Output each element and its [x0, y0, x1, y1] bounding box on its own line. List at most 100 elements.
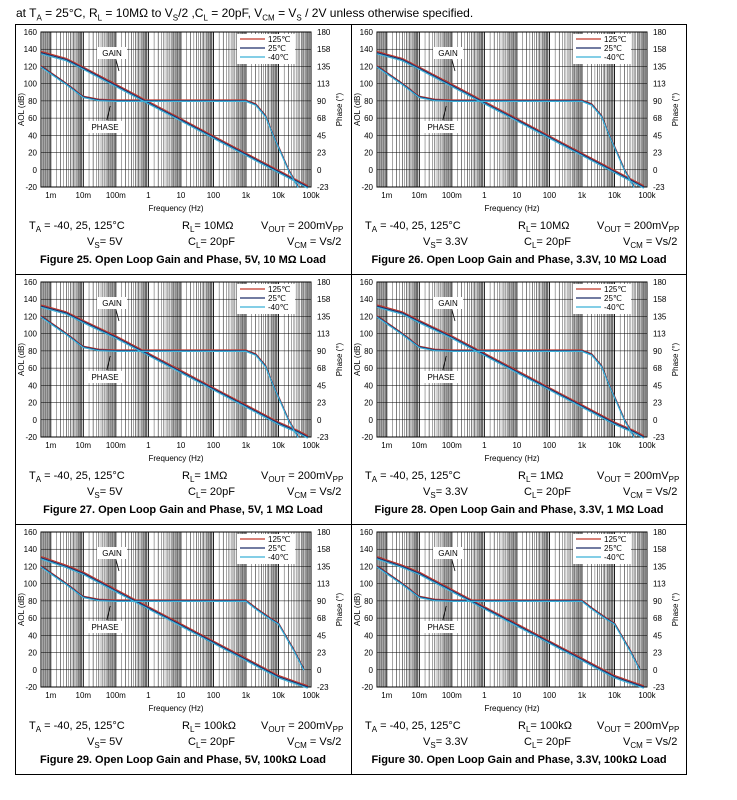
gain-curve	[40, 556, 308, 687]
x-tick-label: 10k	[608, 441, 622, 450]
y-tick-label: 160	[360, 528, 374, 537]
x-tick-label: 10k	[272, 691, 286, 700]
vs-condition: VS= 3.3V	[423, 486, 468, 501]
ta-condition: TA = -40, 25, 125°C	[29, 470, 125, 485]
y2-tick-label: 90	[317, 597, 326, 606]
y2-tick-label: 68	[317, 114, 326, 123]
x-axis-title: Frequency (Hz)	[148, 704, 203, 713]
phase-annotation: PHASE	[91, 623, 118, 632]
x-tick-label: 10k	[272, 191, 286, 200]
y-tick-label: -20	[25, 683, 37, 692]
y2-tick-label: 23	[653, 149, 662, 158]
y2-tick-label: 180	[317, 278, 331, 287]
cl-condition: CL= 20pF	[524, 736, 571, 751]
y2-tick-label: 180	[653, 28, 667, 37]
rl-condition: RL= 100kΩ	[518, 720, 572, 735]
y-tick-label: -20	[25, 433, 37, 442]
phase-annotation: PHASE	[427, 373, 454, 382]
y2-tick-label: 113	[317, 80, 330, 89]
y2-tick-label: 45	[653, 631, 662, 640]
y2-tick-label: 158	[653, 545, 667, 554]
x-tick-label: 100k	[302, 191, 320, 200]
y-tick-label: 60	[364, 364, 373, 373]
rl-condition: RL= 1MΩ	[182, 470, 228, 485]
y-tick-label: 60	[28, 114, 37, 123]
y2-tick-label: 113	[653, 580, 666, 589]
x-tick-label: 1	[482, 191, 487, 200]
y2-tick-label: 0	[653, 166, 658, 175]
y-tick-label: 120	[24, 62, 38, 71]
x-tick-label: 10k	[272, 441, 286, 450]
cl-condition: CL= 20pF	[188, 486, 235, 501]
y2-tick-label: 135	[317, 62, 331, 71]
y2-tick-label: 158	[653, 295, 667, 304]
y-tick-label: 140	[24, 545, 38, 554]
x-axis-title: Frequency (Hz)	[484, 454, 539, 463]
figure-caption: Figure 28. Open Loop Gain and Phase, 3.3…	[374, 504, 664, 516]
y-tick-label: 160	[24, 28, 38, 37]
ta-condition: TA = -40, 25, 125°C	[365, 220, 461, 235]
x-tick-label: 1k	[242, 191, 251, 200]
y-tick-label: -20	[361, 433, 373, 442]
y-tick-label: 160	[360, 28, 374, 37]
y-tick-label: 40	[364, 131, 373, 140]
phase-curve	[40, 66, 299, 188]
y-tick-label: 140	[360, 545, 374, 554]
y2-tick-label: 90	[653, 347, 662, 356]
y2-axis-title: Phase (°)	[671, 592, 680, 626]
figure-panel: 160 140 120 100 80 60 40 20 0 -20 180 158 135 113 90 68…	[351, 274, 687, 524]
y-tick-label: 60	[364, 614, 373, 623]
x-tick-label: 100	[543, 441, 557, 450]
x-tick-label: 10	[512, 191, 521, 200]
x-tick-label: 1	[482, 691, 487, 700]
figure-caption: Figure 30. Open Loop Gain and Phase, 3.3…	[371, 754, 667, 766]
cl-condition: CL= 20pF	[188, 736, 235, 751]
gain-arrow	[451, 309, 456, 322]
y2-tick-label: 113	[317, 580, 330, 589]
gain-annotation: GAIN	[438, 49, 458, 58]
y2-tick-label: 45	[317, 131, 326, 140]
vout-condition: VOUT = 200mVPP	[597, 220, 680, 235]
vout-condition: VOUT = 200mVPP	[261, 470, 344, 485]
y-tick-label: 80	[364, 347, 373, 356]
phase-arrow	[106, 355, 111, 371]
y2-tick-label: 158	[317, 295, 331, 304]
y-tick-label: 140	[360, 45, 374, 54]
legend-label: 125℃	[604, 535, 626, 544]
vcm-condition: VCM = Vs/2	[623, 236, 678, 251]
vs-condition: VS= 3.3V	[423, 736, 468, 751]
y-tick-label: 40	[28, 631, 37, 640]
y-tick-label: 140	[24, 45, 38, 54]
legend-label: -40℃	[604, 303, 625, 312]
y2-tick-label: 68	[317, 364, 326, 373]
y2-tick-label: 135	[653, 312, 667, 321]
x-tick-label: 100k	[302, 691, 320, 700]
y-tick-label: 0	[33, 666, 38, 675]
vout-condition: VOUT = 200mVPP	[597, 720, 680, 735]
plot-frame	[40, 31, 312, 188]
gain-curve	[376, 52, 645, 188]
y-tick-label: 120	[360, 62, 374, 71]
y-tick-label: 140	[24, 295, 38, 304]
y-tick-label: 20	[28, 649, 37, 658]
y-tick-label: 60	[28, 614, 37, 623]
y-tick-label: 40	[364, 381, 373, 390]
y-tick-label: 0	[369, 166, 374, 175]
gain-curve	[376, 556, 644, 687]
chart-svg: 160140120100806040200-201801581351139068…	[353, 278, 680, 463]
gain-curve	[40, 305, 309, 438]
plot-frame	[376, 31, 648, 188]
cl-condition: CL= 20pF	[524, 486, 571, 501]
vcm-condition: VCM = Vs/2	[287, 736, 342, 751]
x-tick-label: 1	[482, 441, 487, 450]
x-tick-label: 10k	[608, 191, 622, 200]
x-tick-label: 10m	[76, 691, 92, 700]
y-tick-label: 160	[360, 278, 374, 287]
x-tick-label: 10	[176, 691, 185, 700]
x-tick-label: 1	[146, 441, 151, 450]
gain-annotation: GAIN	[438, 299, 458, 308]
plot-frame	[376, 531, 648, 688]
y-tick-label: -20	[25, 183, 37, 192]
x-tick-label: 100m	[442, 441, 462, 450]
y-tick-label: 20	[364, 649, 373, 658]
